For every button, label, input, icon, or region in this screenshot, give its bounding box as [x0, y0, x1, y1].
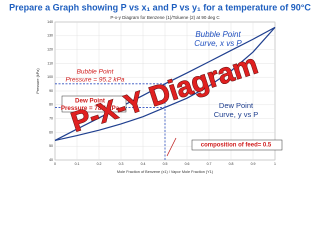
y-tick-label: 60	[49, 130, 53, 134]
x-tick-label: 0.4	[141, 162, 146, 166]
x-tick-label: 0.5	[163, 162, 168, 166]
x-tick-label: 0	[54, 162, 56, 166]
bubble-pressure-note: Pressure = 95.2 kPa	[65, 77, 124, 84]
x-tick-label: 0.8	[229, 162, 234, 166]
y-tick-label: 40	[49, 158, 53, 162]
chart-title: P-x-y Diagram for Benzene (1)/Toluene (2…	[110, 15, 220, 20]
y-tick-label: 90	[49, 89, 53, 93]
dew-pressure-note: Pressure = 78.1 kPa	[61, 105, 120, 112]
feed-note: composition of feed= 0.5	[201, 143, 272, 149]
x-tick-label: 0.3	[119, 162, 124, 166]
y-tick-label: 100	[47, 75, 53, 79]
y-tick-label: 130	[47, 34, 53, 38]
heading: Prepare a Graph showing P vs x₁ and P vs…	[9, 2, 311, 12]
note-box	[61, 95, 127, 113]
x-tick-label: 0.9	[251, 162, 256, 166]
note-box	[191, 139, 283, 151]
x-tick-label: 0.7	[207, 162, 212, 166]
y-tick-label: 80	[49, 103, 53, 107]
y-tick-label: 70	[49, 117, 53, 121]
page: Prepare a Graph showing P vs x₁ and P vs…	[9, 2, 312, 174]
dew-pressure-note: Dew Point	[75, 98, 105, 105]
bubble-curve-note: Bubble Point	[195, 30, 241, 39]
y-axis-label: Pressure (kPa)	[36, 68, 40, 94]
y-tick-label: 50	[49, 144, 53, 148]
x-tick-label: 1	[274, 162, 276, 166]
y-tick-label: 140	[47, 20, 53, 24]
x-tick-label: 0.6	[185, 162, 190, 166]
x-tick-label: 0.1	[75, 162, 80, 166]
arrow	[166, 137, 177, 157]
x-tick-label: 0.2	[97, 162, 102, 166]
bubble-pressure-note: Bubble Point	[77, 69, 115, 76]
y-tick-label: 110	[47, 61, 53, 65]
bubble-curve-note: Curve, x vs P	[194, 39, 242, 48]
x-axis-label: Mole Fraction of Benzene (x1) / Vapor Mo…	[117, 170, 214, 174]
dew-curve-note: Curve, y vs P	[214, 110, 259, 119]
dew-curve-note: Dew Point	[219, 101, 254, 110]
y-tick-label: 120	[47, 48, 53, 52]
